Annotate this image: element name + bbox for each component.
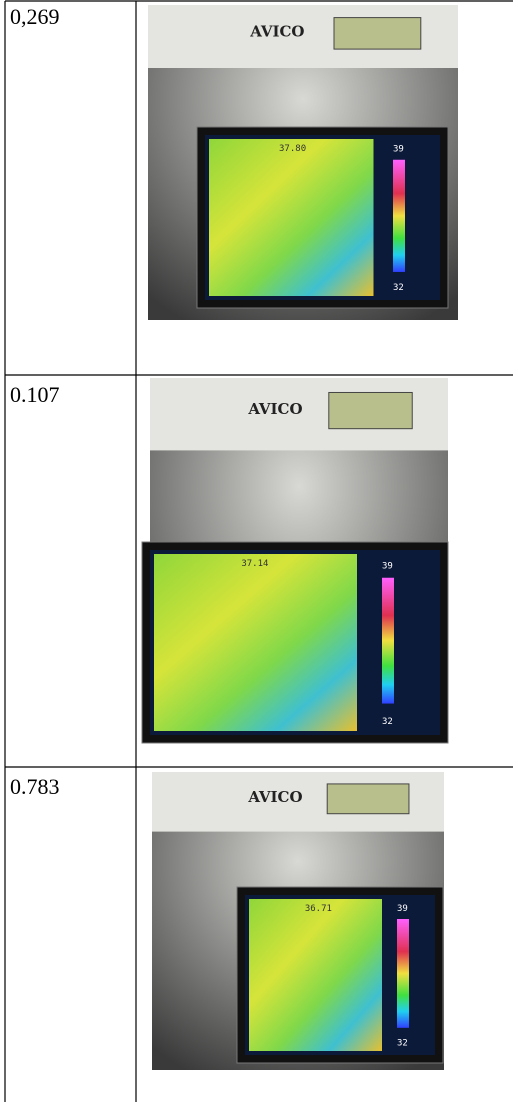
- thermal-photo: AVICO 37.80 39 32: [148, 5, 458, 320]
- screen-reading: 37.14: [241, 559, 268, 569]
- thermometer-brand: AVICO: [249, 23, 304, 41]
- screen-reading: 36.71: [305, 904, 332, 914]
- screen-reading: 37.80: [279, 144, 306, 154]
- thermometer-lcd: [327, 784, 409, 814]
- heat-map: [154, 554, 357, 731]
- color-scale: [382, 578, 394, 704]
- scale-max: 39: [393, 145, 404, 155]
- color-scale: [393, 160, 405, 272]
- scale-max: 39: [382, 562, 393, 572]
- scale-min: 32: [382, 717, 393, 727]
- scale-min: 32: [393, 283, 404, 293]
- table-page: 0,269 AVICO 37.80 39 32 0.107 AVICO 37.14 39 32 0.…: [0, 0, 518, 1102]
- row-value: 0.107: [10, 382, 60, 407]
- heat-map: [209, 139, 374, 296]
- thermal-photo: AVICO 37.14 39 32: [142, 378, 448, 743]
- thermometer-brand: AVICO: [247, 400, 302, 418]
- thermometer-lcd: [334, 18, 421, 49]
- thermometer-lcd: [329, 392, 412, 428]
- heat-map: [249, 899, 382, 1051]
- row-value: 0.783: [10, 774, 60, 799]
- thermal-photo: AVICO 36.71 39 32: [152, 772, 444, 1070]
- scale-max: 39: [397, 904, 408, 914]
- scale-min: 32: [397, 1038, 408, 1048]
- color-scale: [397, 919, 409, 1028]
- row-value: 0,269: [10, 4, 60, 29]
- thermometer-brand: AVICO: [247, 788, 302, 806]
